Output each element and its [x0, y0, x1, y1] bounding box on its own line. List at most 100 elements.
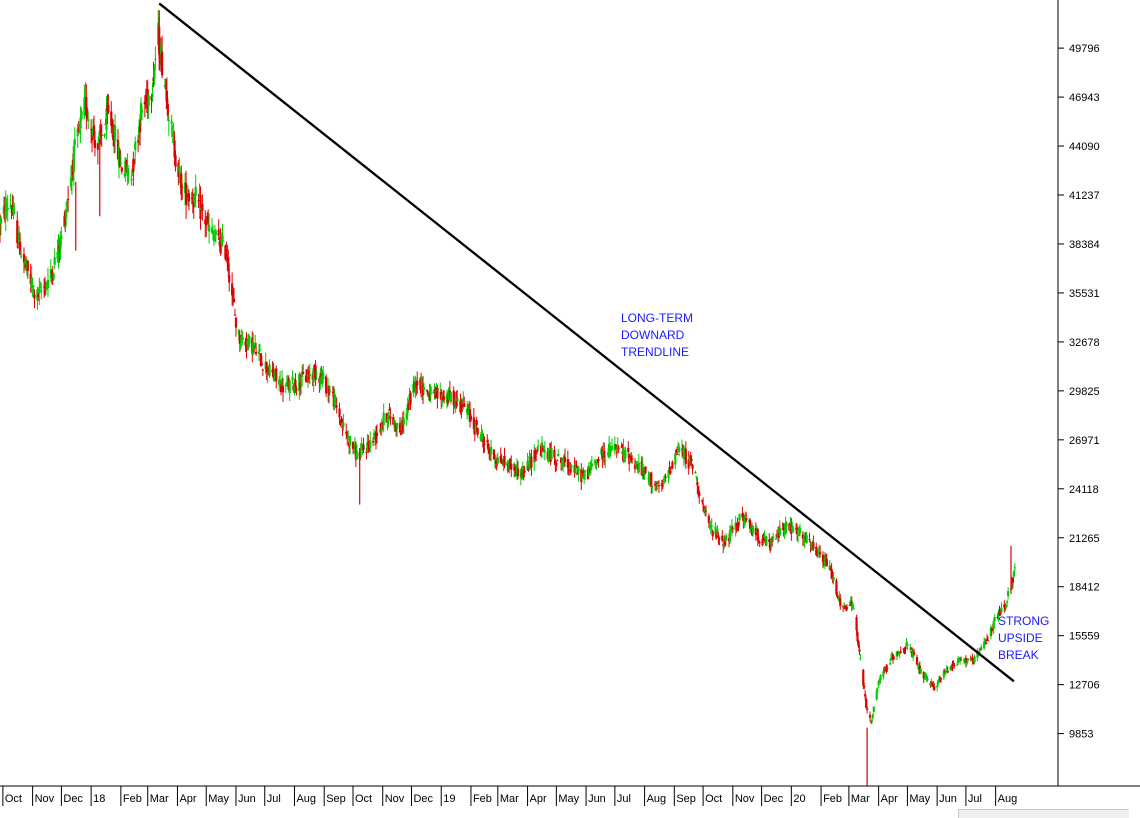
candle-body: [38, 287, 41, 293]
candle-body: [942, 670, 945, 678]
candle-body: [876, 690, 879, 692]
candle-body: [181, 186, 184, 188]
x-tick-label: Mar: [150, 793, 169, 805]
annotation-trendline-line-3: TRENDLINE: [621, 345, 689, 359]
candle-body: [882, 671, 885, 677]
candle-body: [260, 363, 263, 366]
candle-body: [76, 128, 79, 137]
y-tick-label: 32678: [1069, 337, 1100, 349]
candle-body: [886, 667, 889, 669]
x-tick-label: Jul: [968, 793, 982, 805]
candle-body: [724, 541, 727, 546]
x-tick-label: Mar: [851, 793, 870, 805]
candle-body: [715, 532, 718, 538]
candle-body: [818, 551, 821, 553]
candle-body: [910, 647, 913, 649]
candle-body: [300, 384, 303, 386]
candle-body: [897, 651, 900, 653]
candle-body: [268, 364, 271, 376]
candle-body: [65, 210, 68, 219]
candle-body: [864, 694, 867, 697]
x-tick-label: Oct: [705, 793, 722, 805]
candle-body: [335, 405, 338, 408]
candle-body: [231, 292, 235, 296]
candle-body: [848, 604, 851, 606]
y-tick-label: 9853: [1069, 729, 1093, 741]
candle-body: [696, 481, 699, 486]
candle-body: [134, 141, 137, 151]
candle-body: [835, 580, 838, 595]
candle-body: [845, 607, 849, 609]
annotation-break-line-3: BREAK: [998, 648, 1039, 662]
candle-body: [351, 441, 355, 449]
candle-body: [53, 257, 56, 265]
candle-body: [762, 539, 765, 541]
candle-body: [187, 193, 191, 202]
candle-body: [862, 669, 865, 686]
candle-body: [537, 445, 540, 447]
candle-body: [214, 230, 217, 235]
candle-body: [607, 452, 610, 456]
candle-body: [944, 671, 947, 673]
x-tick-label: May: [208, 793, 229, 805]
candle-body: [449, 392, 452, 403]
candle-body: [644, 466, 647, 473]
candle-body: [382, 412, 385, 426]
candle-body: [456, 398, 459, 402]
candle-body: [869, 721, 873, 723]
candle-body: [870, 720, 874, 722]
candle-body: [805, 535, 808, 543]
candle-body: [660, 483, 663, 487]
candle-body: [909, 648, 912, 650]
candle-body: [728, 530, 732, 542]
candle-body: [528, 456, 531, 470]
candle-body: [966, 658, 969, 661]
candle-body: [904, 646, 907, 650]
candle-body: [315, 373, 318, 375]
candle-body: [393, 420, 396, 424]
candle-body: [915, 657, 919, 665]
candle-body: [338, 408, 341, 418]
x-tick-label: Feb: [123, 793, 142, 805]
candle-body: [925, 675, 928, 679]
candle-body: [359, 451, 362, 458]
candle-body: [823, 557, 827, 567]
candle-body: [138, 122, 142, 133]
candle-body: [428, 392, 431, 401]
candle-body: [641, 463, 644, 474]
candle-body: [172, 136, 175, 141]
candle-body: [69, 177, 73, 187]
candle-body: [895, 651, 898, 657]
candle-body: [275, 368, 278, 381]
candle-body: [305, 378, 309, 382]
candle-body: [225, 251, 228, 256]
candle-body: [64, 211, 67, 226]
candle-body: [227, 257, 230, 272]
candle-body: [772, 536, 775, 539]
candle-body: [768, 539, 771, 543]
candle-body: [83, 97, 86, 116]
candle-body: [16, 220, 19, 244]
candle-body: [931, 682, 934, 685]
candle-body: [325, 376, 328, 394]
candle-body: [73, 138, 76, 145]
candle-body: [771, 538, 774, 540]
candle-body: [889, 663, 892, 665]
candle-body: [855, 617, 858, 631]
candle-body: [86, 109, 89, 119]
candle-body: [490, 446, 493, 455]
candle-body: [22, 254, 26, 263]
candle-body: [858, 649, 861, 652]
candle-body: [785, 522, 788, 527]
candle-body: [832, 577, 835, 581]
candle-body: [707, 515, 710, 523]
candle-body: [321, 376, 324, 384]
candle-body: [152, 77, 155, 82]
candle-body: [252, 342, 255, 355]
candle-body: [959, 657, 962, 662]
candle-body: [678, 447, 681, 453]
candle-body: [523, 471, 526, 473]
horizontal-scrollbar[interactable]: [958, 809, 1129, 818]
candle-body: [164, 88, 168, 90]
candle-body: [153, 67, 156, 80]
